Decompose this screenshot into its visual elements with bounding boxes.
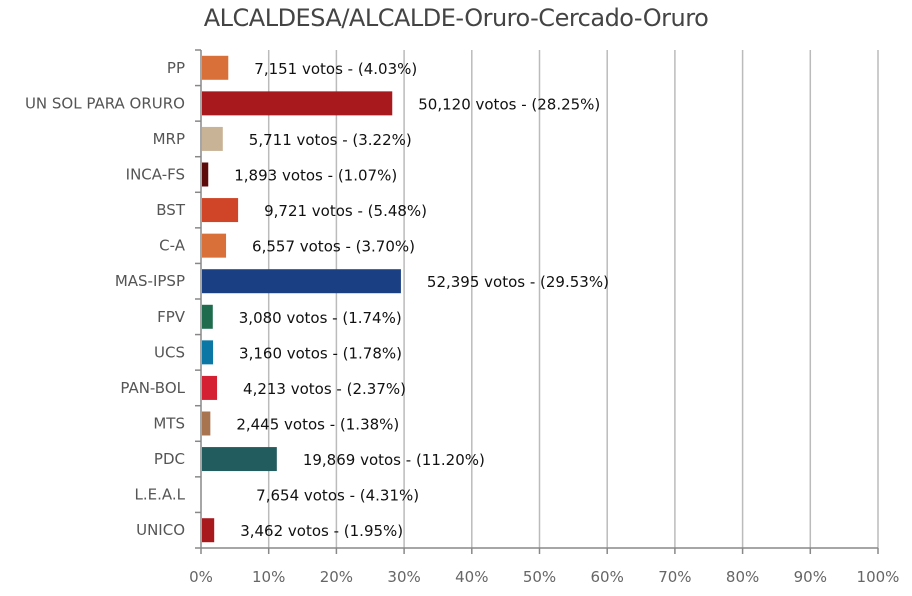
data-label: 2,445 votos - (1.38%) [236, 416, 399, 434]
category-label: BST [156, 201, 186, 219]
bar [202, 482, 231, 507]
x-tick-label: 40% [455, 568, 488, 586]
data-label: 50,120 votos - (28.25%) [418, 95, 600, 113]
data-label: 3,462 votos - (1.95%) [240, 522, 403, 540]
category-label: PAN-BOL [120, 379, 185, 397]
category-label: UCS [154, 343, 185, 361]
x-tick-label: 100% [857, 568, 900, 586]
bar [202, 518, 215, 543]
x-tick-label: 90% [794, 568, 827, 586]
bar [202, 411, 211, 436]
category-label: MAS-IPSP [115, 272, 185, 290]
bar [202, 375, 218, 400]
x-tick-label: 70% [658, 568, 691, 586]
x-tick-label: 80% [726, 568, 759, 586]
data-label: 19,869 votos - (11.20%) [303, 451, 485, 469]
x-tick-label: 10% [252, 568, 285, 586]
category-label: FPV [157, 308, 186, 326]
category-label: INCA-FS [126, 166, 185, 184]
data-label: 6,557 votos - (3.70%) [252, 238, 415, 256]
bar [202, 269, 401, 294]
bar [202, 304, 213, 329]
data-label: 7,151 votos - (4.03%) [254, 60, 417, 78]
category-label: UNICO [136, 521, 185, 539]
x-tick-label: 50% [523, 568, 556, 586]
data-label: 3,160 votos - (1.78%) [239, 344, 402, 362]
category-label: C-A [159, 237, 186, 255]
x-tick-label: 60% [591, 568, 624, 586]
bar [202, 447, 277, 472]
bar [202, 340, 214, 365]
bar [202, 198, 239, 223]
bar [202, 126, 223, 151]
data-label: 5,711 votos - (3.22%) [249, 131, 412, 149]
bar [202, 55, 229, 80]
data-label: 9,721 votos - (5.48%) [264, 202, 427, 220]
category-label: UN SOL PARA ORURO [25, 94, 185, 112]
data-label: 4,213 votos - (2.37%) [243, 380, 406, 398]
category-label: MTS [153, 415, 185, 433]
bar [202, 91, 393, 116]
category-label: PDC [154, 450, 185, 468]
chart-title: ALCALDESA/ALCALDE-Oruro-Cercado-Oruro [203, 4, 709, 32]
data-label: 52,395 votos - (29.53%) [427, 273, 609, 291]
category-label: MRP [153, 130, 185, 148]
data-label: 1,893 votos - (1.07%) [234, 167, 397, 185]
data-label: 3,080 votos - (1.74%) [239, 309, 402, 327]
category-label: PP [167, 59, 185, 77]
data-label: 7,654 votos - (4.31%) [256, 487, 419, 505]
bar [202, 233, 227, 258]
x-tick-label: 20% [320, 568, 353, 586]
x-tick-label: 0% [189, 568, 213, 586]
bar [202, 162, 209, 187]
category-label: L.E.A.L [135, 486, 186, 504]
x-tick-label: 30% [387, 568, 420, 586]
